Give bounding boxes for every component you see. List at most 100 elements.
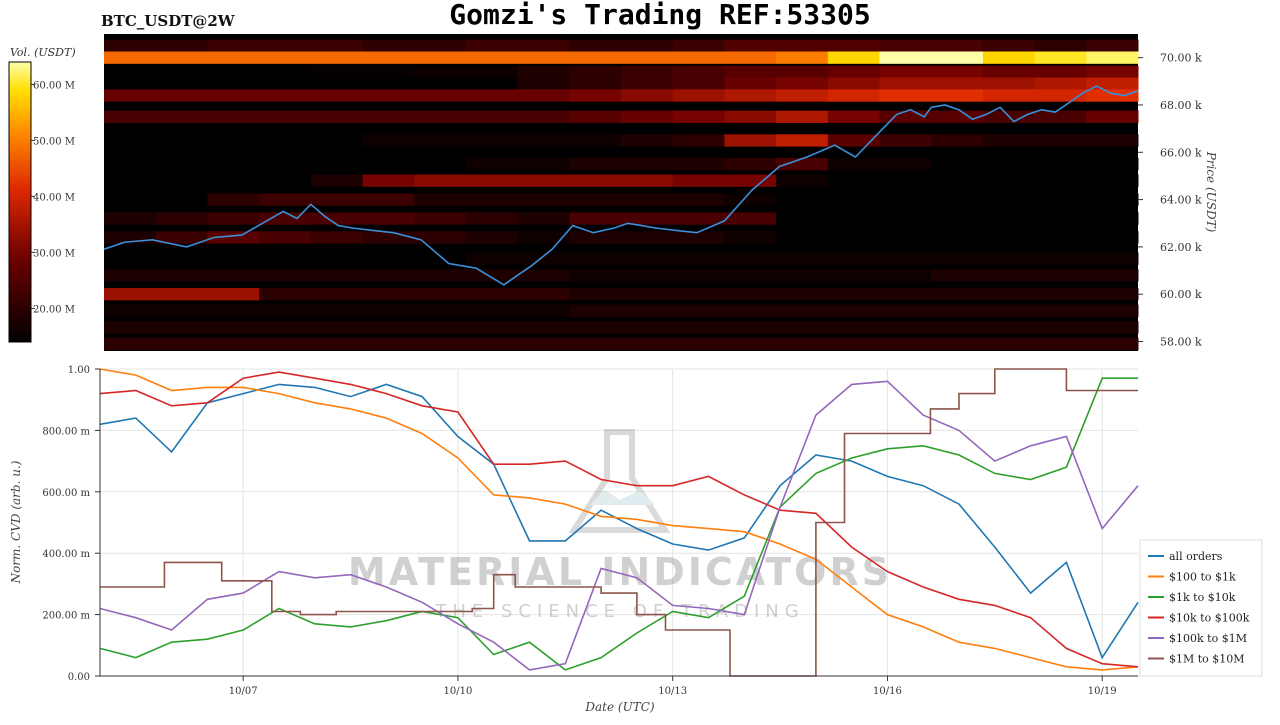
- heatmap-cell: [310, 39, 363, 52]
- cvd-y-tick-label: 800.00 m: [42, 426, 90, 437]
- heatmap-cell: [931, 212, 984, 225]
- heatmap-cell: [569, 174, 622, 187]
- heatmap-cell: [465, 39, 519, 52]
- heatmap-cell: [621, 193, 674, 206]
- heatmap-cell: [621, 110, 674, 123]
- heatmap-cell: [414, 39, 467, 52]
- heatmap-cell: [310, 212, 363, 225]
- heatmap-cell: [362, 110, 415, 123]
- heatmap-cell: [517, 110, 570, 123]
- heatmap-cell: [724, 252, 777, 265]
- heatmap-cell: [827, 337, 880, 351]
- heatmap-cell: [104, 304, 157, 317]
- heatmap-cell: [207, 212, 260, 225]
- heatmap-cell: [931, 252, 984, 265]
- heatmap-cell: [517, 212, 570, 225]
- heatmap-cell: [879, 157, 932, 171]
- heatmap-cell: [982, 212, 1036, 225]
- heatmap-cell: [310, 252, 363, 265]
- colorbar-ticks: 60.00 M 50.00 M 40.00 M 30.00 M 20.00 M: [31, 80, 75, 315]
- heatmap-cell: [621, 321, 674, 334]
- heatmap-cell: [465, 134, 519, 147]
- heatmap-cell: [827, 231, 880, 244]
- heatmap-cell: [155, 65, 208, 79]
- legend-label: all orders: [1169, 550, 1223, 563]
- heatmap-cell: [724, 321, 777, 334]
- colorbar-tick-label: 30.00 M: [33, 248, 75, 259]
- heatmap-cell: [1034, 110, 1087, 123]
- cvd-y-axis-label: Norm. CVD (arb. u.): [9, 460, 23, 584]
- heatmap-cell: [104, 110, 157, 123]
- heatmap-cell: [621, 77, 674, 90]
- cvd-x-tick-label: 10/07: [229, 686, 258, 697]
- heatmap-cell: [672, 231, 725, 244]
- heatmap-cell: [1034, 252, 1087, 265]
- heatmap-cell: [569, 134, 622, 147]
- colorbar-tick-label: 20.00 M: [33, 304, 75, 315]
- heatmap-cell: [259, 134, 312, 147]
- heatmap-cell: [104, 134, 157, 147]
- heatmap-cell: [672, 212, 725, 225]
- heatmap-cell: [155, 288, 208, 301]
- heatmap-cell: [827, 134, 880, 147]
- heatmap-cell: [207, 304, 260, 317]
- price-tick-label: 62.00 k: [1160, 241, 1202, 254]
- heatmap-cell: [1086, 212, 1139, 225]
- heatmap-cell: [879, 212, 932, 225]
- heatmap-cell: [776, 269, 829, 282]
- heatmap-cell: [465, 89, 519, 102]
- heatmap-cell: [827, 193, 880, 206]
- heatmap-cell: [1086, 193, 1139, 206]
- heatmap-cell: [362, 269, 415, 282]
- heatmap-cell: [259, 77, 312, 90]
- heatmap-cell: [982, 252, 1036, 265]
- heatmap-cell: [827, 65, 880, 79]
- heatmap-cell: [1034, 337, 1087, 351]
- heatmap-cell: [207, 77, 260, 90]
- heatmap-cell: [1034, 157, 1087, 171]
- heatmap-cell: [517, 252, 570, 265]
- heatmap-cell: [1034, 304, 1087, 317]
- heatmap-cell: [1034, 269, 1087, 282]
- heatmap-cell: [724, 231, 777, 244]
- heatmap-cell: [414, 231, 467, 244]
- heatmap-cell: [982, 51, 1036, 64]
- heatmap-cell: [672, 321, 725, 334]
- heatmap-cell: [104, 252, 157, 265]
- heatmap-cell: [465, 288, 519, 301]
- heatmap-cell: [259, 304, 312, 317]
- cvd-x-axis-label: Date (UTC): [584, 700, 654, 714]
- heatmap-cell: [724, 110, 777, 123]
- legend-label: $100k to $1M: [1169, 632, 1247, 645]
- heatmap-cell: [982, 174, 1036, 187]
- cvd-y-tick-label: 600.00 m: [42, 488, 90, 499]
- heatmap-cell: [1034, 231, 1087, 244]
- heatmap-cell: [672, 77, 725, 90]
- heatmap-cell: [155, 212, 208, 225]
- heatmap-cell: [569, 269, 622, 282]
- heatmap-cell: [1086, 134, 1139, 147]
- heatmap-cell: [931, 304, 984, 317]
- heatmap-cell: [310, 193, 363, 206]
- heatmap-cell: [465, 174, 519, 187]
- price-axis-label: Price (USDT): [1204, 151, 1218, 233]
- heatmap-cell: [982, 288, 1036, 301]
- heatmap-cell: [621, 252, 674, 265]
- heatmap-cell: [827, 51, 880, 64]
- heatmap-cell: [931, 288, 984, 301]
- heatmap-cell: [362, 193, 415, 206]
- heatmap-cell: [414, 269, 467, 282]
- heatmap-cell: [1034, 65, 1087, 79]
- heatmap-cell: [259, 65, 312, 79]
- heatmap-cell: [259, 51, 312, 64]
- cvd-series-line: [99, 368, 1139, 671]
- heatmap-cell: [879, 337, 932, 351]
- heatmap-cell: [724, 269, 777, 282]
- heatmap-cell: [414, 212, 467, 225]
- price-tick-label: 58.00 k: [1160, 336, 1202, 349]
- heatmap-cell: [362, 212, 415, 225]
- heatmap-cell: [259, 231, 312, 244]
- heatmap-cell: [465, 337, 519, 351]
- heatmap-cell: [414, 321, 467, 334]
- heatmap-cell: [1086, 110, 1139, 123]
